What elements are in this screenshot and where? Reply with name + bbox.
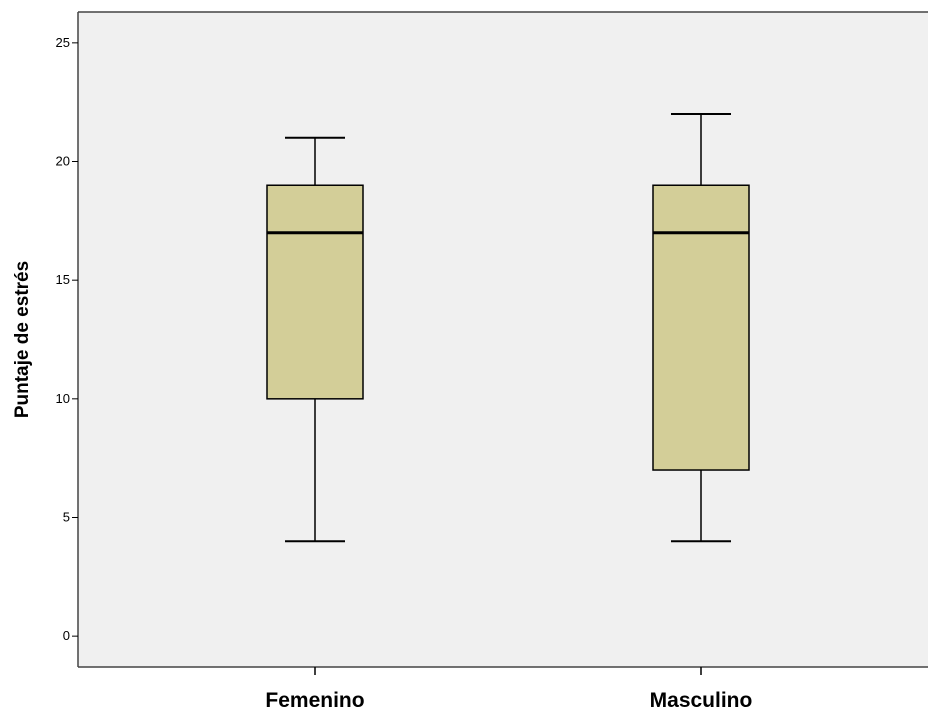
y-tick-label: 0 — [63, 628, 70, 643]
iqr-box — [266, 184, 364, 400]
x-category-label: Femenino — [265, 689, 364, 712]
y-tick-label: 15 — [56, 272, 70, 287]
box-masculino — [652, 113, 750, 543]
y-tick-label: 25 — [56, 35, 70, 50]
iqr-box — [652, 184, 750, 471]
y-tick-label: 20 — [56, 154, 70, 169]
x-axis-ticks: Femenino Masculino — [265, 667, 752, 712]
box-femenino — [266, 136, 364, 543]
box-series — [266, 113, 750, 543]
x-category-label: Masculino — [650, 689, 753, 712]
plot-area — [78, 12, 928, 667]
y-axis-title: Puntaje de estrés — [12, 261, 33, 418]
y-tick-label: 5 — [63, 509, 70, 524]
y-axis-ticks: 0 5 10 15 20 25 — [56, 35, 78, 643]
y-tick-label: 10 — [56, 391, 70, 406]
